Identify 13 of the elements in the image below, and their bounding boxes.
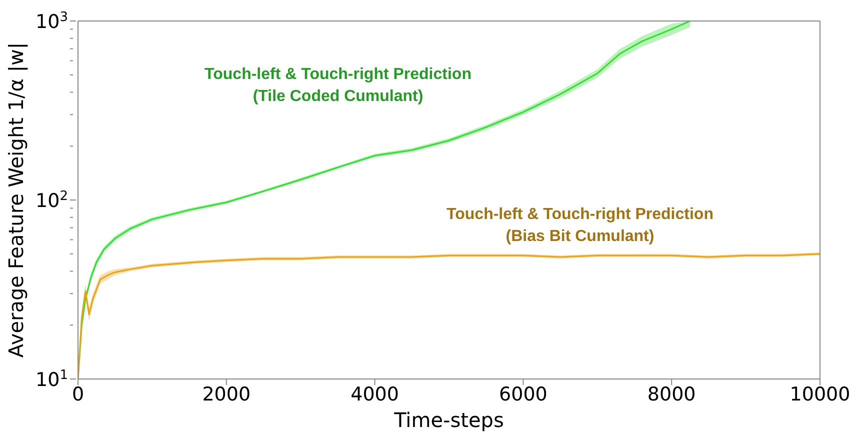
series-label: Touch-left & Touch-right Prediction (Bias Bit Cumulant)	[446, 205, 714, 247]
y-tick-label: 10$^{1}$	[36, 368, 68, 391]
y-axis-title: Average Feature Weight 1/α |w|	[4, 42, 28, 358]
x-tick-label: 4000	[350, 383, 399, 406]
x-tick-label: 10000	[790, 383, 850, 406]
x-tick-label: 8000	[647, 383, 696, 406]
x-tick-label: 6000	[499, 383, 548, 406]
y-tick-label: 10$^{3}$	[36, 10, 68, 33]
x-tick-label: 0	[72, 383, 84, 406]
y-tick-label: 10$^{2}$	[36, 188, 68, 212]
x-axis-title: Time-steps	[393, 408, 504, 432]
x-tick-label: 2000	[202, 383, 251, 406]
series-label: Touch-left & Touch-right Prediction (Tile Coded Cumulant)	[204, 65, 472, 107]
